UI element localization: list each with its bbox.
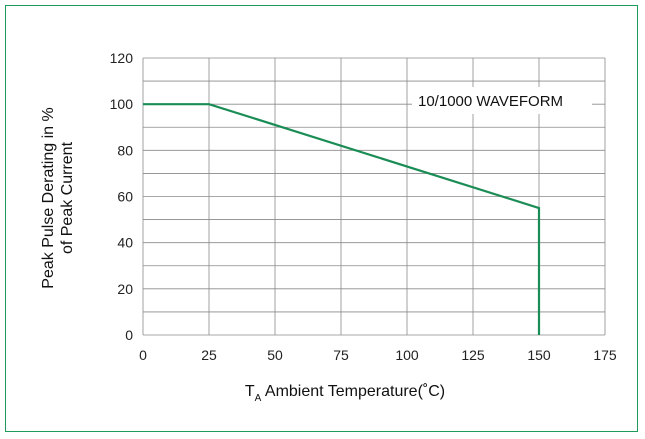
- annotation-background: [412, 87, 592, 114]
- y-tick-label: 0: [125, 327, 133, 343]
- x-axis-title-main: T: [245, 383, 255, 400]
- y-tick-label: 100: [110, 96, 134, 112]
- waveform-annotation: 10/1000 WAVEFORM: [418, 93, 563, 110]
- x-axis-title: TA Ambient Temperature(˚C): [245, 383, 445, 404]
- y-tick-label: 60: [117, 189, 133, 205]
- y-tick-labels: 0 20 40 60 80 100 120: [110, 50, 134, 343]
- y-tick-label: 120: [110, 50, 134, 66]
- x-tick-labels: 0 25 50 75 100 125 150 175: [139, 347, 617, 363]
- x-axis-title-rest: Ambient Temperature(˚C): [261, 383, 445, 400]
- x-tick-label: 125: [461, 347, 485, 363]
- x-tick-label: 50: [267, 347, 283, 363]
- y-axis-title-line1: Peak Pulse Derating in %: [40, 107, 57, 288]
- x-tick-label: 175: [593, 347, 617, 363]
- y-tick-label: 40: [117, 235, 133, 251]
- chart-frame: [5, 5, 638, 432]
- y-tick-label: 20: [117, 281, 133, 297]
- x-tick-label: 0: [139, 347, 147, 363]
- series-group: [142, 103, 541, 336]
- x-tick-label: 150: [527, 347, 551, 363]
- y-tick-label: 80: [117, 142, 133, 158]
- x-tick-label: 25: [201, 347, 217, 363]
- y-axis-title-line2: of Peak Current: [59, 141, 76, 254]
- x-tick-label: 100: [395, 347, 419, 363]
- x-axis-title-subscript: A: [255, 393, 262, 404]
- derating-curve: [143, 103, 541, 335]
- annotation-group: 10/1000 WAVEFORM: [412, 87, 592, 114]
- x-tick-label: 75: [333, 347, 349, 363]
